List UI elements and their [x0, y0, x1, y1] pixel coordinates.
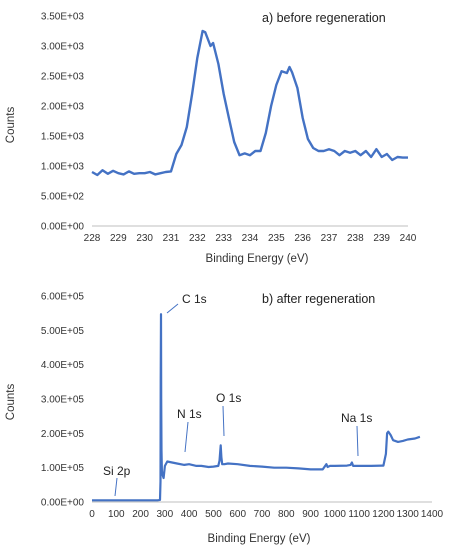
x-tick-label: 238	[347, 233, 364, 244]
y-tick-label: 6.00E+05	[41, 292, 85, 303]
x-tick-label: 229	[110, 233, 127, 244]
annotation-leader-line	[184, 421, 189, 453]
x-tick-label: 700	[254, 509, 271, 520]
peak-annotation-label: C 1s	[182, 292, 207, 306]
x-tick-label: 1100	[348, 509, 370, 520]
spectrum-line	[91, 29, 408, 177]
chart-after-regeneration: b) after regeneration 0.00E+00 1.00E+05 2.…	[5, 292, 444, 546]
x-tick-label: 0	[89, 509, 95, 520]
chart-title: a) before regeneration	[262, 11, 386, 25]
x-tick-label: 237	[321, 233, 338, 244]
y-tick-label: 3.00E+05	[41, 395, 85, 406]
y-tick-label: 1.50E+03	[41, 132, 85, 143]
spectrum-line	[92, 313, 421, 502]
y-tick-label: 2.00E+05	[41, 429, 85, 440]
y-tick-label: 2.50E+03	[41, 72, 85, 83]
x-tick-label: 1400	[421, 509, 444, 520]
y-tick-label: 3.00E+03	[41, 42, 85, 53]
x-tick-label: 500	[205, 509, 222, 520]
chart-title: b) after regeneration	[262, 292, 375, 306]
x-axis-title: Binding Energy (eV)	[206, 253, 309, 265]
x-tick-label: 800	[278, 509, 295, 520]
x-tick-label: 232	[189, 233, 206, 244]
y-tick-label: 5.00E+02	[41, 192, 85, 203]
peak-annotation-label: Na 1s	[341, 411, 372, 425]
y-tick-label: 4.00E+05	[41, 360, 85, 371]
y-tick-label: 2.00E+03	[41, 102, 85, 113]
peak-annotation-label: N 1s	[177, 407, 202, 421]
x-tick-label: 300	[157, 509, 174, 520]
x-tick-label: 234	[242, 233, 259, 244]
x-tick-label: 235	[268, 233, 285, 244]
x-tick-label: 200	[132, 509, 149, 520]
annotation-leader-line	[222, 405, 225, 437]
y-tick-labels: 0.00E+00 1.00E+05 2.00E+05 3.00E+05 4.00E+05…	[41, 292, 85, 509]
annotation-leader-line	[114, 477, 118, 497]
x-tick-label: 230	[136, 233, 153, 244]
x-tick-label: 228	[84, 233, 101, 244]
peak-annotation-label: O 1s	[216, 391, 241, 405]
y-tick-label: 5.00E+05	[41, 326, 85, 337]
x-tick-label: 239	[373, 233, 390, 244]
y-tick-label: 1.00E+03	[41, 162, 85, 173]
annotation-leader-line	[166, 303, 179, 314]
x-tick-label: 900	[302, 509, 319, 520]
x-tick-label: 236	[294, 233, 311, 244]
annotation-leader-line	[356, 425, 359, 457]
peak-annotations: C 1s N 1s O 1s Na 1s Si 2p	[103, 292, 372, 497]
x-tick-label: 240	[400, 233, 417, 244]
x-tick-label: 400	[181, 509, 198, 520]
x-tick-labels: 0 100 200 300 400 500 600 700 800 900 1000 1100 1200…	[89, 509, 443, 520]
y-tick-labels: 0.00E+00 5.00E+02 1.00E+03 1.50E+03 2.00E+03…	[41, 12, 85, 233]
y-tick-label: 0.00E+00	[41, 498, 85, 509]
y-axis-title: Counts	[5, 107, 17, 144]
x-tick-labels: 228 229 230 231 232 233 234 235 236 237 238 239 240	[84, 233, 417, 244]
x-tick-label: 231	[163, 233, 180, 244]
x-tick-label: 233	[215, 233, 232, 244]
y-tick-label: 1.00E+05	[41, 463, 85, 474]
x-tick-label: 600	[229, 509, 246, 520]
chart-before-regeneration: a) before regeneration 0.00E+00 5.00E+02 1…	[5, 11, 417, 265]
peak-annotation-label: Si 2p	[103, 464, 131, 478]
x-tick-label: 100	[108, 509, 125, 520]
y-tick-label: 3.50E+03	[41, 12, 85, 23]
x-tick-label: 1300	[397, 509, 420, 520]
x-axis-title: Binding Energy (eV)	[208, 533, 311, 545]
y-axis-title: Counts	[5, 384, 17, 421]
x-tick-label: 1000	[324, 509, 347, 520]
x-tick-label: 1200	[372, 509, 395, 520]
y-tick-label: 0.00E+00	[41, 222, 85, 233]
